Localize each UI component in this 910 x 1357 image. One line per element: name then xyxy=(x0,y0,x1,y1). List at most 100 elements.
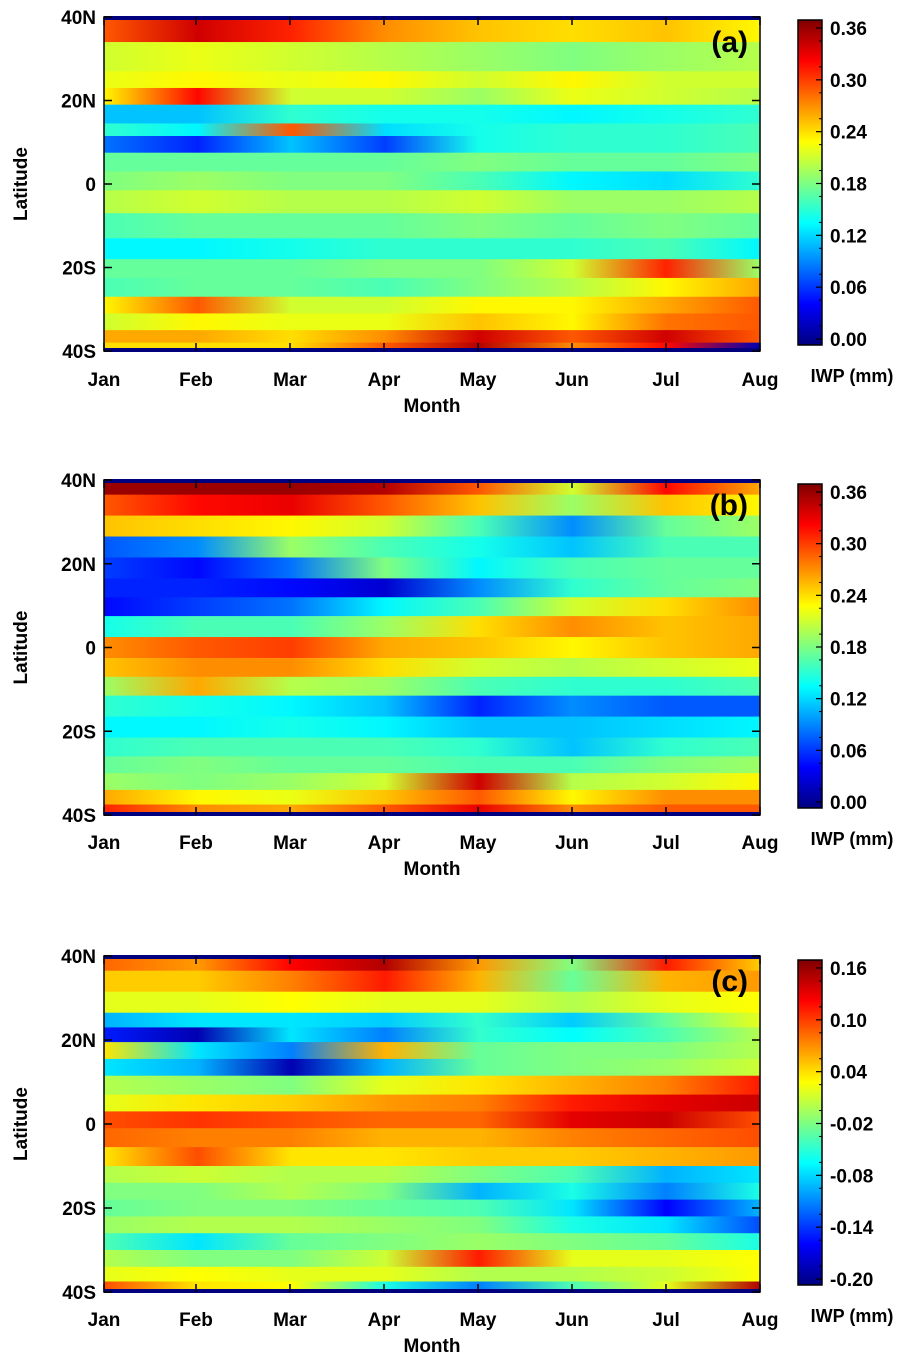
heatmap-band xyxy=(104,171,760,191)
y-axis-title: Latitude xyxy=(11,611,32,685)
x-tick-label: Jan xyxy=(88,370,121,391)
x-tick-label: Jul xyxy=(652,833,679,854)
chart-panel-c: 40N 20N 0 20S 40S Jan Feb Mar Apr May Jun Jul Aug Mon… xyxy=(11,947,893,1357)
heatmap-band xyxy=(104,1075,760,1096)
colorbar-tick-label: 0.36 xyxy=(830,483,867,504)
heatmap-band xyxy=(104,135,760,154)
colorbar-tick-label: 0.00 xyxy=(830,793,867,814)
heatmap-band xyxy=(104,1281,760,1293)
x-tick-label: Apr xyxy=(368,833,401,854)
heatmap-band xyxy=(104,657,760,678)
heatmap-band xyxy=(104,71,760,89)
heatmap-band xyxy=(104,1147,760,1167)
x-tick-label: Jun xyxy=(555,370,589,391)
colorbar-tick-label: 0.24 xyxy=(830,123,867,144)
colorbar xyxy=(797,483,823,809)
heatmap-band xyxy=(104,1233,760,1251)
x-tick-label: May xyxy=(460,370,497,391)
heatmap-band xyxy=(104,1042,760,1060)
colorbar-tick-label: 0.18 xyxy=(830,638,867,659)
y-tick-label: 40S xyxy=(62,1283,96,1304)
heatmap-band xyxy=(104,789,760,806)
heatmap-band xyxy=(104,1166,760,1184)
heatmap-band xyxy=(104,494,760,517)
x-axis-title: Month xyxy=(404,1336,461,1357)
y-axis-title: Latitude xyxy=(11,147,32,221)
y-tick-label: 20N xyxy=(61,555,96,576)
y-tick-label: 0 xyxy=(85,1115,96,1136)
y-tick-label: 20N xyxy=(61,1031,96,1052)
heatmap-band xyxy=(104,42,760,72)
colorbar-tick-label: -0.02 xyxy=(830,1115,873,1136)
heatmap-band xyxy=(104,991,760,1014)
x-tick-label: May xyxy=(460,1310,497,1331)
heatmap-band xyxy=(104,804,760,816)
colorbar-tick-label: -0.14 xyxy=(830,1218,874,1239)
x-tick-label: Jun xyxy=(555,1310,589,1331)
x-tick-label: Jul xyxy=(652,1310,679,1331)
heatmap-band xyxy=(104,756,760,774)
colorbar-tick-label: 0.06 xyxy=(830,278,867,299)
heatmap-band xyxy=(104,1199,760,1217)
heatmap-band xyxy=(104,238,760,260)
heatmap-band xyxy=(104,296,760,315)
heatmap-band xyxy=(104,695,760,718)
x-tick-label: Aug xyxy=(742,1310,779,1331)
x-tick-label: Mar xyxy=(273,833,307,854)
x-tick-label: Aug xyxy=(742,833,779,854)
panel-label: (a) xyxy=(711,26,748,59)
heatmap-band xyxy=(104,123,760,137)
y-axis-title: Latitude xyxy=(11,1087,32,1161)
y-tick-label: 20S xyxy=(62,259,96,280)
x-axis-title: Month xyxy=(404,396,461,417)
y-tick-label: 20S xyxy=(62,1199,96,1220)
heatmap-band xyxy=(104,330,760,344)
heatmap-band xyxy=(104,1128,760,1148)
heatmap-band xyxy=(104,515,760,538)
colorbar-tick-label: 0.30 xyxy=(830,535,867,556)
heatmap-band xyxy=(104,557,760,580)
colorbar-label: IWP (mm) xyxy=(811,829,894,849)
heatmap-band xyxy=(104,1216,760,1234)
y-tick-label: 40N xyxy=(61,947,96,968)
x-tick-label: Mar xyxy=(273,370,307,391)
y-tick-label: 40S xyxy=(62,806,96,827)
chart-panel-b: 40N 20N 0 20S 40S Jan Feb Mar Apr May Jun Jul Aug Mon… xyxy=(11,471,893,880)
colorbar-tick-label: 0.18 xyxy=(830,175,867,196)
y-tick-label: 20N xyxy=(61,92,96,113)
colorbar-tick-label: -0.20 xyxy=(830,1270,873,1291)
colorbar-label: IWP (mm) xyxy=(811,1306,894,1326)
colorbar-label: IWP (mm) xyxy=(811,366,894,386)
x-tick-label: Aug xyxy=(742,370,779,391)
heatmap-band xyxy=(104,1058,760,1077)
heatmap-band xyxy=(104,597,760,617)
colorbar-tick-label: 0.04 xyxy=(830,1063,867,1084)
colorbar-tick-label: 0.10 xyxy=(830,1011,867,1032)
y-tick-label: 40N xyxy=(61,471,96,492)
colorbar-tick-label: 0.00 xyxy=(830,330,867,351)
heatmap-band xyxy=(104,104,760,125)
heatmap-band xyxy=(104,616,760,638)
heatmap-band xyxy=(104,190,760,214)
x-tick-label: Feb xyxy=(179,370,213,391)
x-tick-label: Jul xyxy=(652,370,679,391)
y-tick-label: 40N xyxy=(61,8,96,29)
heatmap-band xyxy=(104,1182,760,1201)
chart-panel-a: 40N 20N 0 20S 40S Jan Feb Mar Apr May Jun Jul Aug Mon… xyxy=(11,8,893,417)
heatmap-band xyxy=(104,1094,760,1112)
y-tick-label: 40S xyxy=(62,342,96,363)
colorbar-tick-label: 0.30 xyxy=(830,71,867,92)
heatmap-band xyxy=(104,637,760,659)
x-tick-label: Feb xyxy=(179,1310,213,1331)
heatmap-band xyxy=(104,1111,760,1129)
x-tick-label: Jan xyxy=(88,833,121,854)
panel-label: (b) xyxy=(710,489,748,522)
heatmap-band xyxy=(104,1266,760,1283)
x-tick-label: Jan xyxy=(88,1310,121,1331)
colorbar-tick-label: 0.36 xyxy=(830,19,867,40)
heatmap-band xyxy=(104,1012,760,1028)
panel-label: (c) xyxy=(711,965,748,998)
y-tick-label: 0 xyxy=(85,175,96,196)
heatmap-band xyxy=(104,676,760,697)
colorbar xyxy=(797,19,823,346)
